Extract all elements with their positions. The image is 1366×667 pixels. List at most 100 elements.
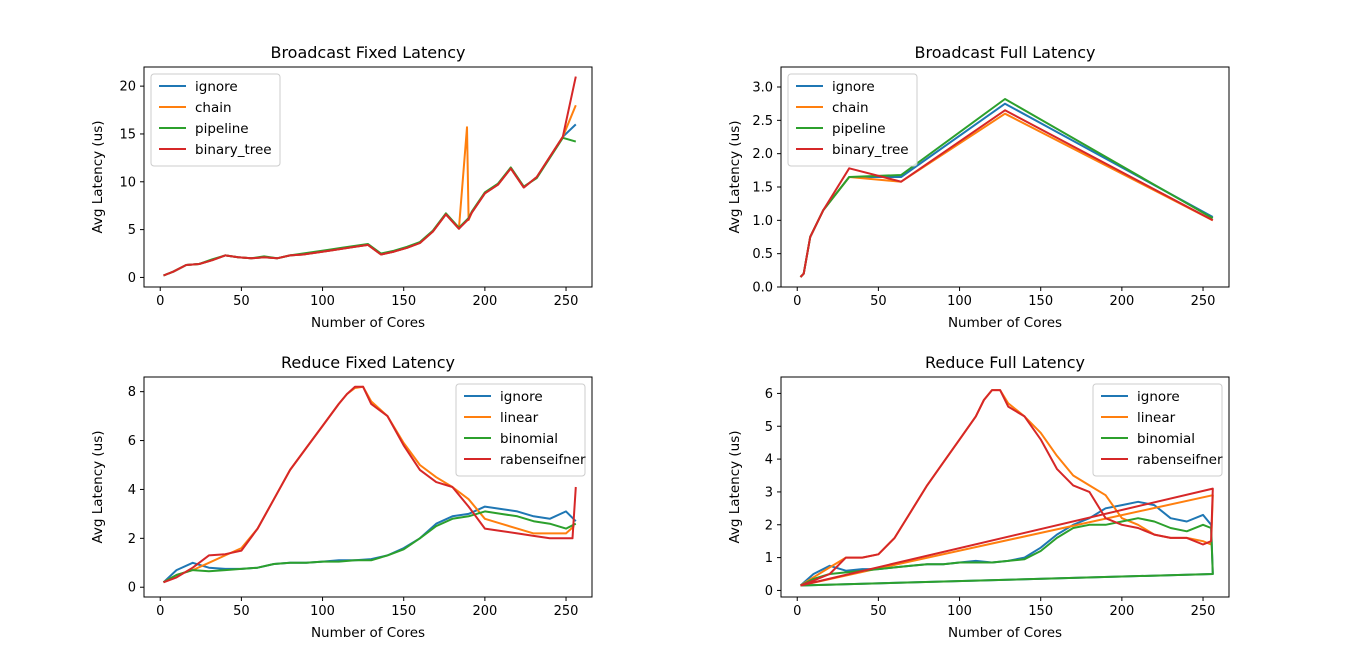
x-tick-label: 100	[947, 294, 972, 309]
x-tick-label: 250	[1191, 604, 1216, 619]
legend-label-rabenseifner: rabenseifner	[1137, 452, 1223, 468]
legend-label-chain: chain	[195, 100, 232, 116]
y-tick-label: 1	[765, 551, 773, 566]
y-tick-label: 0	[128, 271, 136, 286]
chart-title: Broadcast Full Latency	[915, 43, 1096, 62]
series-group	[163, 76, 577, 277]
series-group	[799, 98, 1214, 278]
x-tick-label: 100	[310, 294, 335, 309]
x-tick-label: 100	[310, 604, 335, 619]
series-line-binomial	[163, 510, 577, 584]
legend-label-ignore: ignore	[1137, 389, 1180, 405]
x-tick-label: 150	[391, 294, 416, 309]
legend-label-binary_tree: binary_tree	[195, 142, 272, 158]
x-tick-label: 0	[793, 604, 801, 619]
x-tick-label: 50	[870, 294, 887, 309]
y-tick-label: 3.0	[752, 81, 773, 96]
y-tick-label: 0	[128, 581, 136, 596]
x-tick-label: 200	[1109, 604, 1134, 619]
legend: ignore chain pipeline binary_tree	[150, 73, 281, 167]
axes-frame	[780, 66, 1230, 288]
y-tick-label: 20	[119, 80, 136, 95]
y-axis-label: Avg Latency (us)	[727, 120, 743, 233]
y-tick-label: 4	[765, 453, 773, 468]
y-tick-label: 0.5	[752, 247, 773, 262]
legend-label-ignore: ignore	[832, 79, 875, 95]
y-tick-label: 15	[119, 127, 136, 142]
x-tick-label: 250	[554, 604, 579, 619]
chart-title: Broadcast Fixed Latency	[270, 43, 465, 62]
x-tick-label: 250	[1191, 294, 1216, 309]
series-group	[162, 385, 577, 584]
y-axis-label: Avg Latency (us)	[727, 430, 743, 543]
x-tick-label: 200	[472, 294, 497, 309]
axes-frame	[780, 376, 1230, 598]
x-axis-label: Number of Cores	[948, 315, 1062, 331]
chart-panel-4: Reduce Full Latency 0 50 100 150 200 250 0 1 2 3 4 5…	[727, 353, 1230, 641]
y-tick-label: 2	[128, 532, 136, 547]
x-axis-label: Number of Cores	[948, 625, 1062, 641]
x-tick-label: 0	[156, 604, 164, 619]
legend: ignore chain pipeline binary_tree	[787, 73, 918, 167]
legend-box	[150, 73, 281, 167]
legend-label-pipeline: pipeline	[195, 121, 249, 137]
chart-panel-3: Reduce Fixed Latency 0 50 100 150 200 250 0 2 4 6 8…	[90, 353, 593, 641]
x-tick-label: 150	[391, 604, 416, 619]
axes-frame	[143, 376, 593, 598]
legend-box	[1092, 383, 1223, 477]
legend-label-ignore: ignore	[500, 389, 543, 405]
series-line-rabenseifner	[800, 389, 1214, 587]
x-tick-label: 50	[233, 294, 250, 309]
y-tick-label: 1.0	[752, 214, 773, 229]
x-tick-label: 200	[1109, 294, 1134, 309]
legend-label-binomial: binomial	[1137, 431, 1195, 447]
x-tick-label: 250	[554, 294, 579, 309]
legend-label-pipeline: pipeline	[832, 121, 886, 137]
legend-box	[455, 383, 586, 477]
legend-box	[787, 73, 918, 167]
series-group	[799, 389, 1214, 587]
chart-title: Reduce Full Latency	[925, 353, 1085, 372]
legend-label-linear: linear	[1137, 410, 1176, 426]
legend-label-ignore: ignore	[195, 79, 238, 95]
y-tick-label: 5	[128, 223, 136, 238]
x-tick-label: 0	[793, 294, 801, 309]
legend: ignore linear binomial rabenseifner	[1092, 383, 1223, 477]
legend: ignore linear binomial rabenseifner	[455, 383, 586, 477]
y-tick-label: 2	[765, 518, 773, 533]
axes-frame	[143, 66, 593, 288]
y-tick-label: 1.5	[752, 181, 773, 196]
series-line-binary_tree	[799, 109, 1214, 278]
x-tick-label: 150	[1028, 294, 1053, 309]
series-line-binomial	[800, 517, 1214, 587]
y-tick-label: 4	[128, 483, 136, 498]
legend-label-binary_tree: binary_tree	[832, 142, 909, 158]
y-axis-label: Avg Latency (us)	[90, 430, 106, 543]
x-tick-label: 50	[233, 604, 250, 619]
y-tick-label: 6	[128, 434, 136, 449]
y-tick-label: 6	[765, 387, 773, 402]
series-line-rabenseifner	[163, 385, 577, 584]
x-tick-label: 100	[947, 604, 972, 619]
y-tick-label: 0.0	[752, 281, 773, 296]
series-line-binary_tree	[163, 76, 577, 277]
y-tick-label: 5	[765, 420, 773, 435]
x-tick-label: 150	[1028, 604, 1053, 619]
y-tick-label: 0	[765, 584, 773, 599]
x-axis-label: Number of Cores	[311, 625, 425, 641]
legend-label-rabenseifner: rabenseifner	[500, 452, 586, 468]
x-axis-label: Number of Cores	[311, 315, 425, 331]
x-tick-label: 50	[870, 604, 887, 619]
y-tick-label: 2.5	[752, 114, 773, 129]
legend-label-binomial: binomial	[500, 431, 558, 447]
y-tick-label: 8	[128, 385, 136, 400]
chart-title: Reduce Fixed Latency	[281, 353, 455, 372]
y-axis-label: Avg Latency (us)	[90, 120, 106, 233]
y-tick-label: 10	[119, 175, 136, 190]
legend-label-linear: linear	[500, 410, 539, 426]
chart-panel-2: Broadcast Full Latency 0 50 100 150 200 250 0.0…	[727, 43, 1230, 331]
y-tick-label: 2.0	[752, 147, 773, 162]
y-tick-label: 3	[765, 485, 773, 500]
